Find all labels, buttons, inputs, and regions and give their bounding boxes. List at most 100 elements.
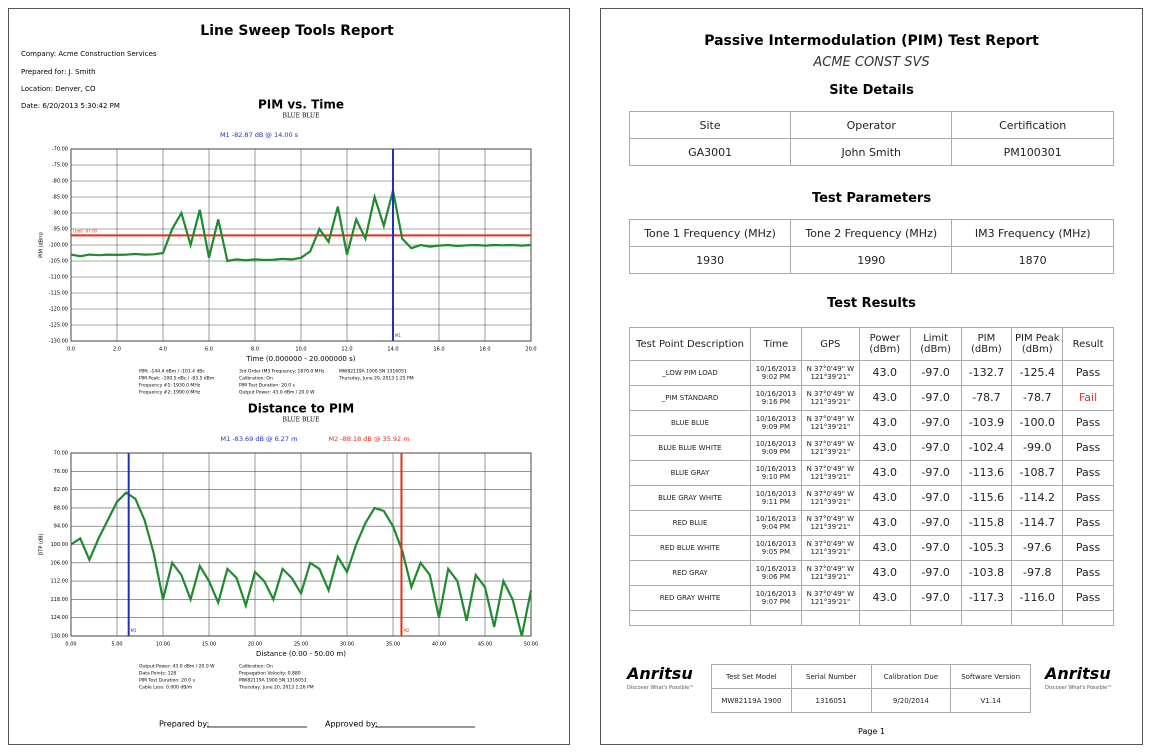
settings-note: Data Points: 128: [139, 671, 176, 677]
marker-readout: M1 -83.69 dB @ 6.27 m: [221, 435, 298, 443]
x-tick-label: 10.0: [295, 347, 306, 353]
marker-name: M2: [403, 628, 409, 633]
logo: Anritsu: [1045, 664, 1111, 683]
cell: -117.3: [960, 585, 1013, 611]
cell: GA3001: [628, 138, 792, 166]
y-tick-label: -125.00: [49, 323, 68, 329]
x-tick-label: 5.00: [111, 642, 122, 648]
y-axis-label: PIM (dBm): [39, 232, 45, 258]
header-cell: Result: [1062, 327, 1114, 361]
cell: -105.3: [960, 535, 1013, 561]
chart-title: Distance to PIM: [248, 402, 354, 416]
settings-note: Calibration: On: [239, 376, 273, 382]
y-tick-label: 106.00: [51, 560, 69, 566]
cell: [629, 610, 751, 626]
trace: [70, 190, 532, 263]
header-cell: Limit (dBm): [909, 327, 962, 361]
table: Site Operator Certification GA3001 John Smit…: [628, 111, 1114, 166]
header-cell: Calibration Due: [870, 664, 952, 689]
cell: 1990: [790, 246, 953, 274]
cell: -115.6: [960, 485, 1013, 511]
y-tick-label: -75.00: [52, 163, 68, 169]
header-cell: PIM (dBm): [960, 327, 1013, 361]
cell: -99.0: [1011, 435, 1064, 461]
cell: N 37°0'49" W 121°39'21": [800, 360, 860, 386]
y-tick-label: -95.00: [52, 227, 68, 233]
cell: -97.0: [909, 385, 962, 411]
y-tick-label: -110.00: [49, 275, 68, 281]
cell: -114.7: [1011, 510, 1064, 536]
header-row: Tone 1 Frequency (MHz) Tone 2 Frequency (…: [628, 219, 1114, 247]
cell: -97.8: [1011, 560, 1064, 586]
cell: N 37°0'49" W 121°39'21": [800, 485, 860, 511]
y-tick-label: 70.00: [54, 451, 68, 457]
cell: -97.0: [909, 460, 962, 486]
y-tick-label: 130.00: [51, 634, 69, 640]
cell: MW82119A 1900: [711, 688, 792, 713]
header-cell: Power (dBm): [858, 327, 911, 361]
cell: Pass: [1062, 485, 1114, 511]
chart-title: PIM vs. Time: [258, 98, 344, 112]
cell: RED BLUE WHITE: [629, 535, 751, 561]
y-tick-label: -115.00: [49, 291, 68, 297]
header-cell: Test Point Description: [629, 327, 751, 361]
settings-note: Frequency #1: 1930.0 MHz: [139, 383, 201, 389]
cell: [1011, 610, 1064, 626]
x-tick-label: 35.00: [386, 642, 400, 648]
marker-name: M1: [131, 628, 137, 633]
cell: 9/20/2014: [870, 688, 952, 713]
x-tick-label: 12.0: [341, 347, 352, 353]
cell: -114.2: [1011, 485, 1064, 511]
section-heading: Test Parameters: [811, 191, 932, 206]
cell: 10/16/2013 9:09 PM: [750, 410, 802, 436]
cell: 43.0: [858, 585, 911, 611]
cell: 10/16/2013 9:05 PM: [750, 535, 802, 561]
cell: BLUE BLUE WHITE: [629, 435, 751, 461]
cell: 1930: [628, 246, 792, 274]
cell: Pass: [1062, 585, 1114, 611]
settings-note: Output Power: 43.0 dBm / 20.0 W: [139, 664, 215, 670]
cell: _LOW PIM LOAD: [629, 360, 751, 386]
cell: [960, 610, 1013, 626]
settings-note: PIM Test Duration: 20.0 s: [239, 383, 296, 389]
left-page: Line Sweep Tools Report Company: Acme Co…: [8, 8, 570, 745]
header-row: Site Operator Certification: [628, 111, 1114, 139]
limit-label: Limit -97.00: [73, 228, 98, 233]
cell: BLUE BLUE: [629, 410, 751, 436]
y-tick-label: 100.00: [51, 542, 69, 548]
x-tick-label: 0.0: [67, 347, 75, 353]
x-tick-label: 16.0: [433, 347, 444, 353]
cell: [750, 610, 802, 626]
chart-subtitle: BLUE BLUE: [283, 417, 320, 424]
cell: 10/16/2013 9:07 PM: [750, 585, 802, 611]
cell: -97.0: [909, 360, 962, 386]
header-row: Test Set Model Serial Number Calibration D…: [711, 664, 1031, 689]
header-cell: Test Set Model: [711, 664, 792, 689]
cell: [909, 610, 962, 626]
settings-note: 3rd Order IM3 Frequency: 1870.0 MHz: [239, 369, 325, 375]
table: Tone 1 Frequency (MHz) Tone 2 Frequency (…: [628, 219, 1114, 274]
row: BLUE BLUE 10/16/2013 9:09 PM N 37°0'49" W …: [629, 410, 1114, 436]
y-tick-label: -80.00: [52, 179, 68, 185]
x-tick-label: 20.0: [525, 347, 536, 353]
tagline: Discover What's Possible™: [627, 685, 695, 691]
marker-name: M1: [395, 333, 401, 338]
cell: -113.6: [960, 460, 1013, 486]
cell: N 37°0'49" W 121°39'21": [800, 585, 860, 611]
y-tick-label: 88.00: [54, 505, 68, 511]
cell: -97.0: [909, 535, 962, 561]
report-title: Passive Intermodulation (PIM) Test Repor…: [704, 33, 1039, 49]
cell: BLUE GRAY: [629, 460, 751, 486]
cell: -97.6: [1011, 535, 1064, 561]
header-cell: IM3 Frequency (MHz): [951, 219, 1114, 247]
y-tick-label: 118.00: [51, 597, 69, 603]
y-tick-label: 112.00: [51, 579, 69, 585]
row: RED GRAY WHITE 10/16/2013 9:07 PM N 37°0'4…: [629, 585, 1114, 611]
cell: RED GRAY: [629, 560, 751, 586]
settings-note: PIM Peak: -100.5 dBc / -83.5 dBm: [139, 376, 214, 382]
cell: 43.0: [858, 410, 911, 436]
cell: 43.0: [858, 510, 911, 536]
cell: 1316051: [790, 688, 872, 713]
cell: _PIM STANDARD: [629, 385, 751, 411]
cell: BLUE GRAY WHITE: [629, 485, 751, 511]
